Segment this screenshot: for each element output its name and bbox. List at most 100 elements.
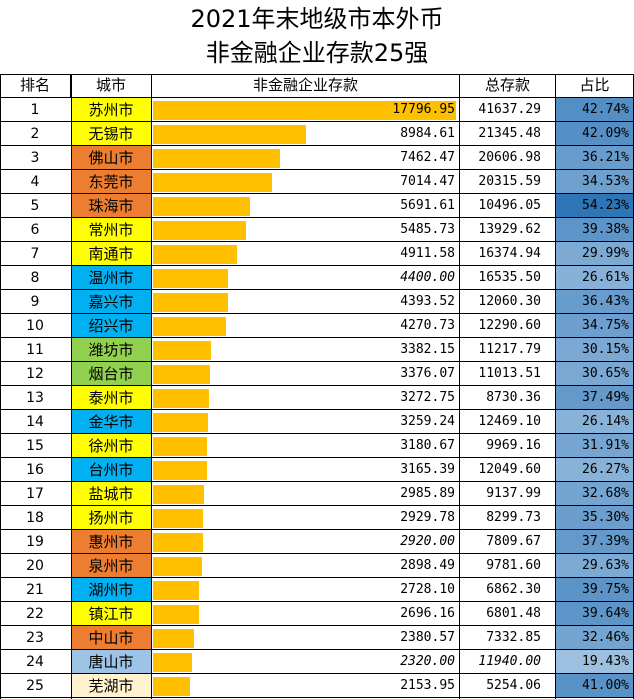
table-row: 17 盐城市 2985.89 9137.99 32.68%	[0, 482, 634, 506]
header-city: 城市	[71, 74, 152, 97]
city-cell: 常州市	[71, 218, 151, 242]
header-share: 占比	[556, 74, 634, 97]
row-divider	[0, 217, 634, 218]
col-border-city	[151, 74, 152, 699]
rank-cell: 12	[26, 366, 44, 382]
share-cell: 39.75%	[556, 578, 634, 602]
total-deposit-cell: 11217.79	[478, 342, 541, 357]
deposit-cell: 3272.75	[152, 386, 459, 410]
share-cell: 32.68%	[556, 482, 634, 506]
deposit-bar	[153, 101, 456, 120]
table-row: 1 苏州市 17796.95 41637.29 42.74%	[0, 98, 634, 122]
deposit-bar	[153, 581, 200, 600]
deposit-bar	[153, 437, 208, 456]
city-cell: 无锡市	[71, 122, 151, 146]
city-cell: 南通市	[71, 242, 151, 266]
share-cell: 37.39%	[556, 530, 634, 554]
table-row: 8 温州市 4400.00 16535.50 26.61%	[0, 266, 634, 290]
table-title-line2: 非金融企业存款25强	[205, 39, 429, 67]
deposit-cell: 2696.16	[152, 602, 459, 626]
city-cell: 惠州市	[71, 530, 151, 554]
city-cell: 芜湖市	[71, 674, 151, 698]
row-divider	[0, 409, 634, 410]
row-divider	[0, 145, 634, 146]
col-border-deposit	[459, 74, 460, 699]
share-cell: 26.61%	[556, 266, 634, 290]
deposit-cell: 4393.52	[152, 290, 459, 314]
table-row: 20 泉州市 2898.49 9781.60 29.63%	[0, 554, 634, 578]
rank-cell: 15	[26, 438, 44, 454]
row-divider	[0, 169, 634, 170]
row-divider	[0, 673, 634, 674]
deposit-value: 2985.89	[400, 486, 455, 501]
city-cell: 中山市	[71, 626, 151, 650]
city-cell: 泉州市	[71, 554, 151, 578]
city-cell: 潍坊市	[71, 338, 151, 362]
city-cell: 盐城市	[71, 482, 151, 506]
row-divider	[0, 313, 634, 314]
deposit-cell: 3165.39	[152, 458, 459, 482]
deposit-cell: 7462.47	[152, 146, 459, 170]
share-cell: 39.38%	[556, 218, 634, 242]
total-deposit-cell: 20315.59	[478, 174, 541, 189]
table-row: 12 烟台市 3376.07 11013.51 30.65%	[0, 362, 634, 386]
rank-cell: 18	[26, 510, 44, 526]
rank-cell: 23	[26, 630, 44, 646]
row-divider	[0, 625, 634, 626]
deposit-value: 2920.00	[400, 534, 455, 549]
deposit-value: 4270.73	[400, 318, 455, 333]
table-row: 11 潍坊市 3382.15 11217.79 30.15%	[0, 338, 634, 362]
row-divider	[0, 697, 634, 698]
total-deposit-cell: 21345.48	[478, 126, 541, 141]
share-cell: 41.00%	[556, 674, 634, 698]
share-cell: 30.15%	[556, 338, 634, 362]
deposit-bar	[153, 221, 247, 240]
rank-cell: 6	[30, 222, 40, 238]
deposit-cell: 2380.57	[152, 626, 459, 650]
deposit-cell: 3382.15	[152, 338, 459, 362]
deposit-cell: 2153.95	[152, 674, 459, 698]
deposit-bar	[153, 485, 204, 504]
rank-cell: 9	[30, 294, 40, 310]
total-deposit-cell: 12049.60	[478, 462, 541, 477]
total-deposit-cell: 8730.36	[486, 390, 541, 405]
row-divider	[0, 289, 634, 290]
share-cell: 36.21%	[556, 146, 634, 170]
deposit-bar	[153, 173, 273, 192]
share-cell: 26.27%	[556, 458, 634, 482]
rank-cell: 19	[26, 534, 44, 550]
deposit-value: 4393.52	[400, 294, 455, 309]
col-border-total	[555, 74, 556, 699]
deposit-value: 2898.49	[400, 558, 455, 573]
share-cell: 34.53%	[556, 170, 634, 194]
total-deposit-cell: 6862.30	[486, 582, 541, 597]
deposit-cell: 2320.00	[152, 650, 459, 674]
deposit-bar	[153, 557, 203, 576]
table-title-line1: 2021年末地级市本外币	[190, 5, 444, 33]
deposit-bar	[153, 245, 237, 264]
deposit-cell: 2920.00	[152, 530, 459, 554]
city-cell: 佛山市	[71, 146, 151, 170]
share-cell: 32.46%	[556, 626, 634, 650]
city-cell: 湖州市	[71, 578, 151, 602]
row-divider	[0, 649, 634, 650]
row-divider	[0, 433, 634, 434]
share-cell: 26.14%	[556, 410, 634, 434]
total-deposit-cell: 10496.05	[478, 198, 541, 213]
total-deposit-cell: 13929.62	[478, 222, 541, 237]
total-deposit-cell: 12469.10	[478, 414, 541, 429]
city-cell: 金华市	[71, 410, 151, 434]
total-deposit-cell: 11940.00	[478, 654, 541, 669]
total-deposit-cell: 16535.50	[478, 270, 541, 285]
header-total: 总存款	[460, 74, 556, 97]
total-deposit-cell: 12060.30	[478, 294, 541, 309]
table-row: 5 珠海市 5691.61 10496.05 54.23%	[0, 194, 634, 218]
total-deposit-cell: 7809.67	[486, 534, 541, 549]
deposit-value: 4400.00	[400, 270, 455, 285]
table-row: 4 东莞市 7014.47 20315.59 34.53%	[0, 170, 634, 194]
table-row: 19 惠州市 2920.00 7809.67 37.39%	[0, 530, 634, 554]
rank-cell: 21	[26, 582, 44, 598]
total-deposit-cell: 9969.16	[486, 438, 541, 453]
header-deposit: 非金融企业存款	[152, 74, 460, 97]
